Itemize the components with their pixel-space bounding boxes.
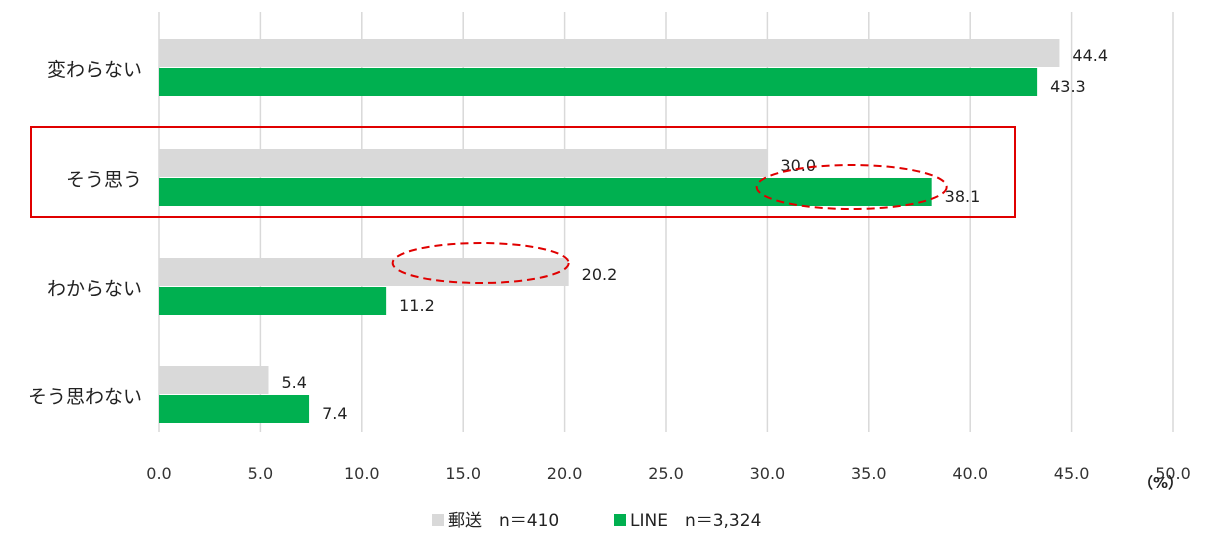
bar-mail [159, 149, 768, 177]
x-tick-label: 0.0 [146, 464, 171, 483]
bar-line [159, 68, 1038, 96]
x-tick-labels: 0.0 5.0 10.0 15.0 20.0 25.0 30.0 35.0 40.0 45.0 50… [146, 464, 1191, 483]
data-label: 7.4 [322, 404, 347, 423]
x-tick-label: 30.0 [750, 464, 786, 483]
legend-swatch [614, 514, 626, 526]
highlight-ellipse [755, 164, 948, 210]
category-label: そう思わない [28, 386, 142, 408]
data-label: 20.2 [582, 265, 618, 284]
highlight-annotations [30, 126, 1016, 284]
x-tick-label: 50.0 [1155, 464, 1191, 483]
category-label: わからない [47, 278, 142, 300]
x-tick-label: 15.0 [445, 464, 481, 483]
highlight-box [30, 126, 1016, 218]
data-label: 43.3 [1050, 77, 1086, 96]
legend-swatch [432, 514, 444, 526]
bar-line [159, 287, 387, 315]
x-tick-label: 45.0 [1054, 464, 1090, 483]
legend-label: LINE n＝3,324 [630, 511, 761, 531]
x-tick-label: 5.0 [248, 464, 273, 483]
data-label: 44.4 [1072, 46, 1108, 65]
highlight-ellipse [391, 242, 570, 284]
x-tick-label: 20.0 [547, 464, 583, 483]
x-tick-label: 25.0 [648, 464, 684, 483]
data-label: 38.1 [945, 187, 981, 206]
category-label: 変わらない [47, 59, 142, 81]
x-tick-label: 35.0 [851, 464, 887, 483]
bar-mail [159, 39, 1060, 67]
category-label: そう思う [66, 169, 142, 191]
x-unit-label: （%） [1138, 474, 1183, 492]
bar-mail [159, 366, 269, 394]
legend: 郵送 n＝410 LINE n＝3,324 [432, 511, 761, 531]
bar-mail [159, 258, 569, 286]
bar-line [159, 178, 932, 206]
bar-line [159, 395, 310, 423]
data-labels: 44.443.330.038.120.211.25.47.4 [282, 46, 1109, 423]
x-tick-label: 40.0 [952, 464, 988, 483]
bars [159, 39, 1060, 423]
data-label: 5.4 [282, 373, 307, 392]
x-tick-label: 10.0 [344, 464, 380, 483]
legend-label: 郵送 n＝410 [448, 511, 559, 531]
data-label: 11.2 [399, 296, 435, 315]
